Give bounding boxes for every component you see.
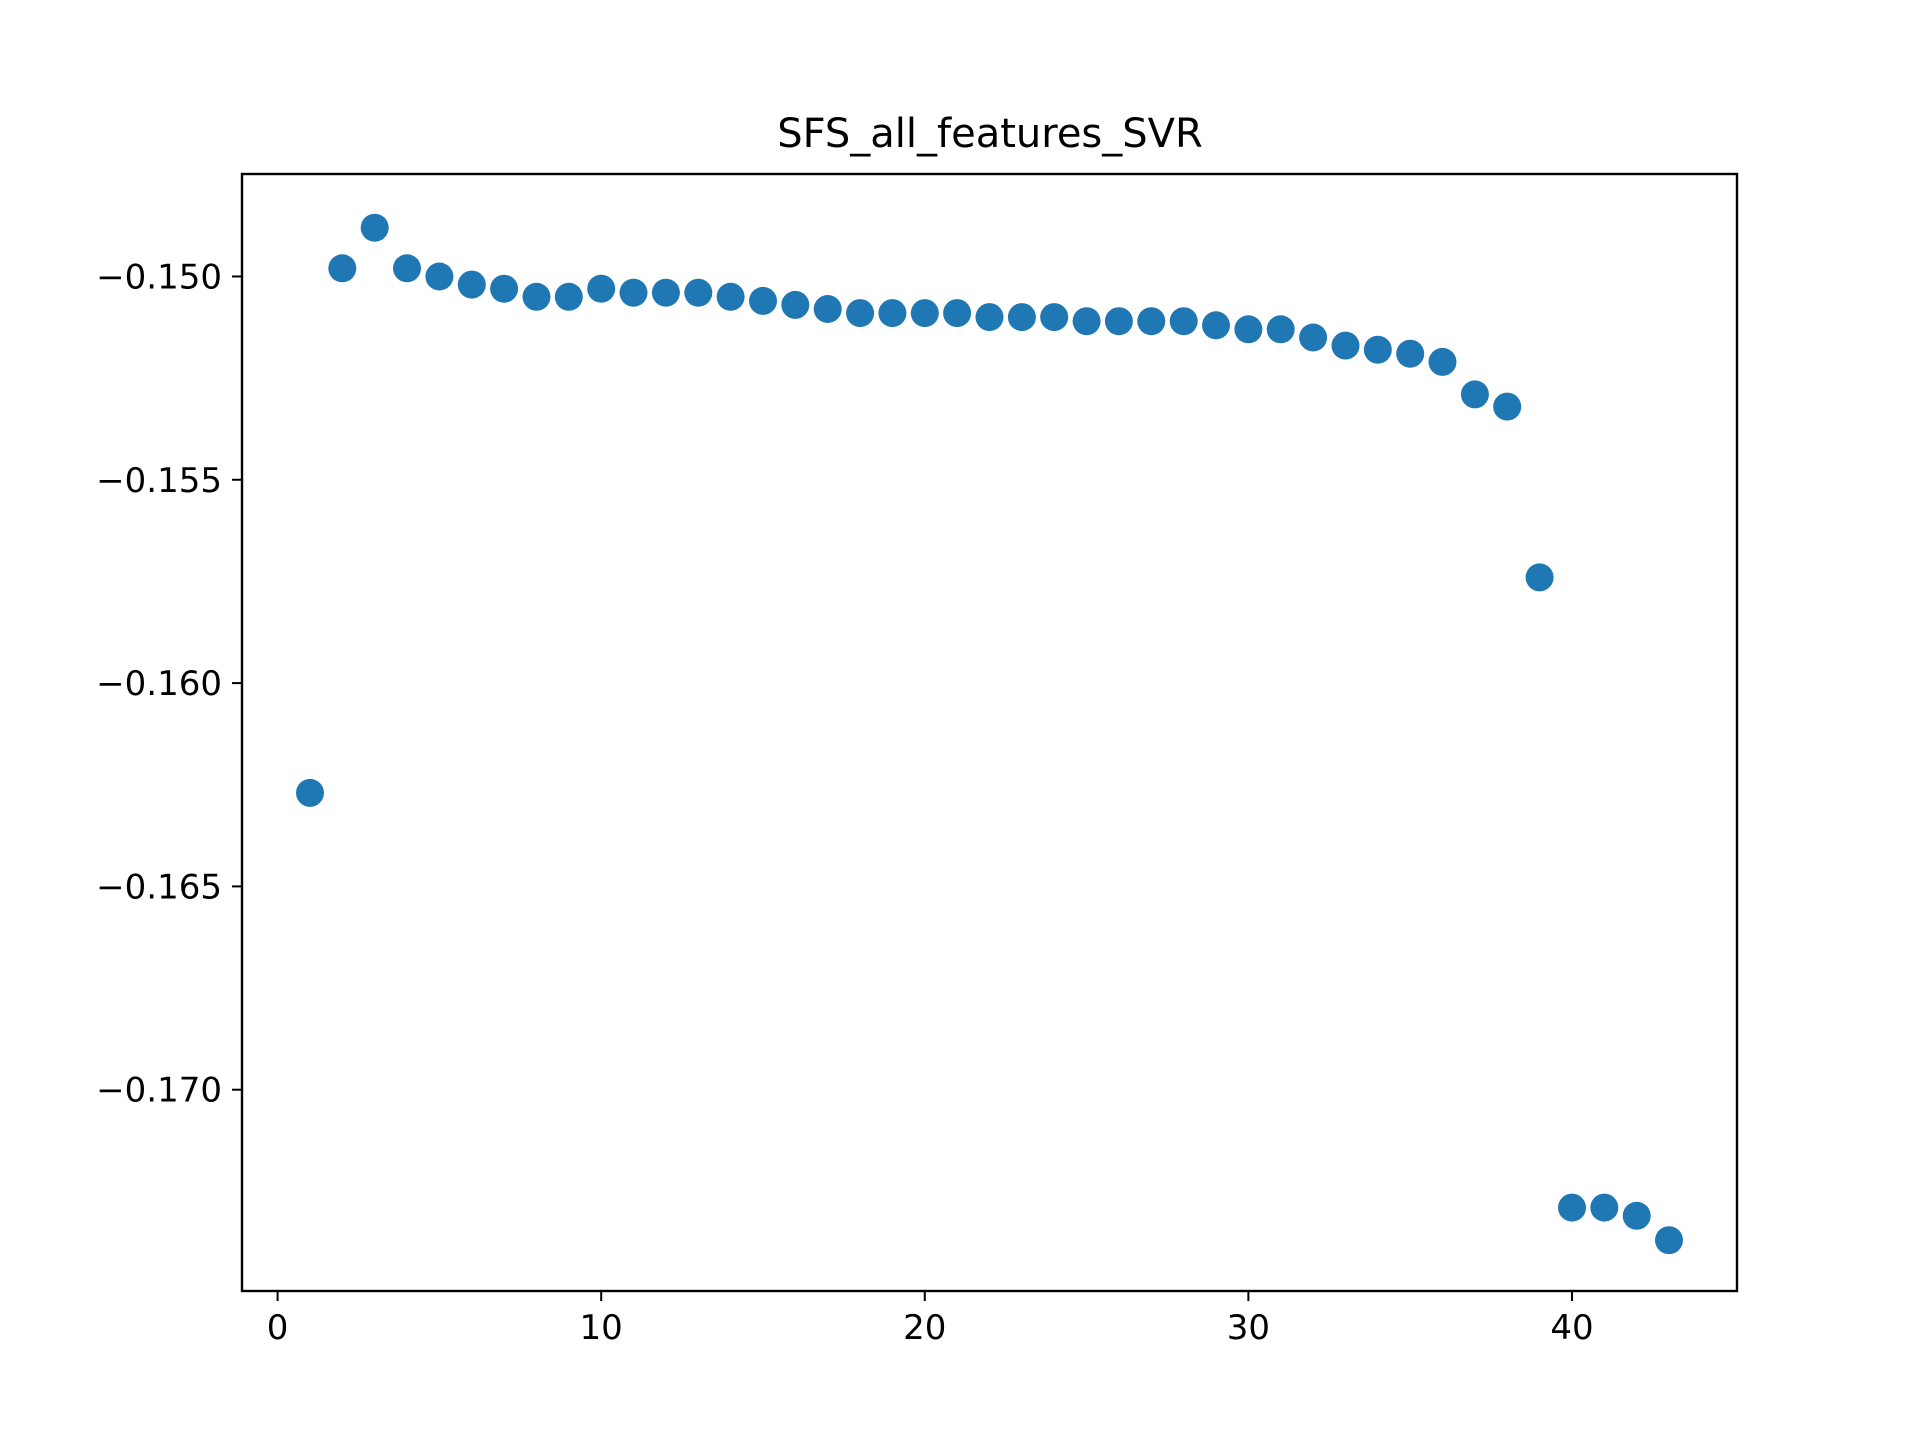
data-point — [651, 278, 680, 307]
x-tick-label: 40 — [1550, 1308, 1593, 1348]
data-point — [878, 299, 907, 328]
y-tick-label: −0.170 — [96, 1071, 222, 1111]
plot-frame — [240, 172, 1739, 1293]
data-point — [846, 299, 875, 328]
data-point — [1363, 335, 1392, 364]
data-point — [1558, 1193, 1586, 1222]
data-point — [1525, 563, 1554, 592]
data-point — [522, 282, 551, 311]
data-point — [1622, 1201, 1651, 1230]
data-point — [1266, 315, 1295, 344]
x-tick-label: 0 — [267, 1308, 289, 1348]
data-point — [1202, 311, 1230, 340]
data-point — [1590, 1193, 1619, 1222]
x-tick-label: 20 — [903, 1308, 946, 1348]
data-point — [749, 286, 777, 315]
x-tick-label: 10 — [580, 1308, 623, 1348]
data-point — [328, 254, 357, 283]
data-point — [910, 299, 939, 328]
data-point — [1007, 303, 1036, 332]
data-point — [1169, 307, 1198, 336]
data-point — [1040, 303, 1069, 332]
data-point — [813, 295, 842, 323]
data-point — [425, 262, 454, 291]
data-point — [1396, 339, 1425, 368]
data-point — [1655, 1226, 1683, 1255]
y-tick-label: −0.150 — [96, 257, 222, 297]
y-tick-label: −0.155 — [96, 461, 222, 501]
data-point — [360, 213, 389, 242]
data-point — [1299, 323, 1328, 352]
data-point — [781, 290, 810, 319]
data-point — [296, 778, 324, 807]
chart-title: SFS_all_features_SVR — [777, 111, 1203, 157]
data-point — [1137, 307, 1166, 336]
data-point — [587, 274, 616, 303]
data-point — [1234, 315, 1263, 344]
data-point — [684, 278, 713, 307]
data-points — [296, 213, 1683, 1255]
data-point — [1072, 307, 1101, 336]
x-axis: 0 10 20 30 40 — [267, 1291, 1594, 1348]
data-point — [457, 270, 486, 299]
y-tick-label: −0.165 — [96, 867, 222, 907]
data-point — [1428, 347, 1457, 376]
data-point — [1493, 392, 1522, 421]
data-point — [554, 282, 583, 311]
data-point — [1331, 331, 1360, 360]
data-point — [1104, 307, 1133, 336]
x-tick-label: 30 — [1227, 1308, 1270, 1348]
data-point — [943, 299, 972, 328]
data-point — [619, 278, 648, 307]
y-axis: −0.150 −0.155 −0.160 −0.165 −0.170 — [96, 257, 242, 1111]
data-point — [975, 303, 1004, 332]
data-point — [716, 282, 745, 311]
y-tick-label: −0.160 — [96, 664, 222, 704]
data-point — [1460, 380, 1489, 409]
data-point — [393, 254, 421, 283]
data-point — [490, 274, 519, 303]
